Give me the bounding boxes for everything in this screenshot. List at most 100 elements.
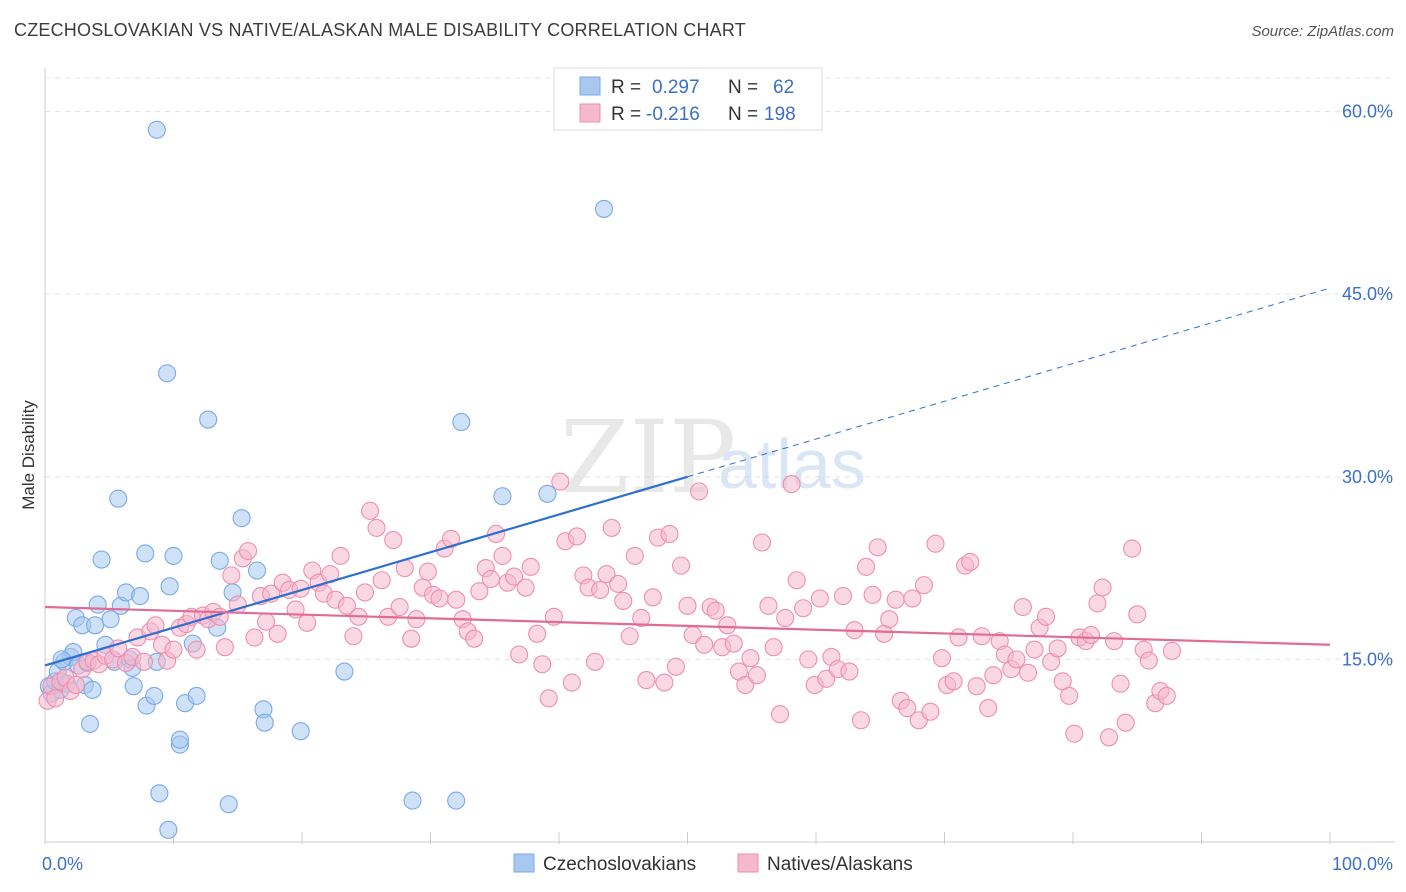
point-czechoslovakian: [52, 650, 71, 669]
point-native-alaskan: [539, 689, 558, 708]
legend-swatch-czechoslovakians: [513, 853, 535, 873]
legend-swatch-blue: [579, 76, 601, 96]
point-native-alaskan: [1123, 539, 1142, 558]
point-czechoslovakian: [232, 509, 251, 528]
point-native-alaskan: [355, 583, 375, 602]
point-native-alaskan: [516, 578, 535, 597]
point-czechoslovakian: [109, 489, 128, 508]
point-native-alaskan: [620, 627, 639, 646]
point-native-alaskan: [245, 628, 264, 647]
point-native-alaskan: [597, 565, 616, 584]
point-native-alaskan: [528, 624, 547, 643]
point-native-alaskan: [1088, 594, 1107, 613]
point-czechoslovakian: [150, 784, 169, 803]
point-native-alaskan: [187, 640, 206, 659]
point-native-alaskan: [1157, 686, 1176, 705]
point-native-alaskan: [799, 650, 818, 669]
y-tick-label: 45.0%: [1342, 284, 1393, 304]
y-tick-label: 60.0%: [1342, 102, 1393, 122]
point-native-alaskan: [1065, 724, 1084, 743]
point-native-alaskan: [921, 702, 940, 721]
point-czechoslovakian: [88, 595, 107, 614]
point-native-alaskan: [787, 571, 806, 590]
legend-r-value: 0.297: [652, 77, 700, 98]
point-native-alaskan: [979, 699, 998, 718]
point-native-alaskan: [833, 587, 853, 606]
trend-line-czechoslovakians: [44, 475, 688, 667]
point-czechoslovakian: [101, 610, 120, 629]
point-native-alaskan: [551, 472, 570, 491]
point-native-alaskan: [741, 649, 760, 668]
point-native-alaskan: [810, 589, 829, 608]
point-native-alaskan: [690, 482, 709, 501]
x-tick-label: 0.0%: [42, 854, 83, 874]
point-native-alaskan: [238, 541, 258, 561]
legend-n-value: 198: [764, 104, 796, 125]
legend-n-label: N =: [728, 77, 758, 98]
series-legend: Czechoslovakians Natives/Alaskans: [513, 853, 913, 875]
point-native-alaskan: [504, 567, 524, 586]
trend-line-extension: [687, 287, 1331, 478]
correlation-legend: R = 0.297 N = 62 R = -0.216 N = 198: [553, 67, 823, 131]
point-czechoslovakian: [86, 616, 105, 635]
legend-r-label: R =: [611, 77, 641, 98]
point-native-alaskan: [470, 582, 489, 601]
point-native-alaskan: [984, 666, 1003, 685]
point-czechoslovakian: [187, 686, 206, 705]
point-czechoslovakian: [538, 484, 557, 503]
point-czechoslovakian: [159, 820, 178, 839]
trend-lines: [44, 287, 1331, 667]
x-tick-label: 100.0%: [1332, 854, 1393, 874]
point-czechoslovakian: [452, 412, 471, 432]
point-czechoslovakian: [594, 199, 614, 218]
grid-lines: [45, 77, 1395, 660]
point-native-alaskan: [637, 671, 656, 690]
point-native-alaskan: [361, 501, 380, 520]
point-native-alaskan: [1007, 650, 1026, 669]
axes: [44, 68, 1395, 844]
point-czechoslovakian: [83, 680, 102, 699]
point-czechoslovakian: [210, 551, 229, 570]
data-points: [38, 120, 1181, 839]
point-native-alaskan: [609, 574, 628, 593]
point-native-alaskan: [840, 662, 859, 681]
point-native-alaskan: [164, 640, 183, 659]
point-native-alaskan: [944, 672, 963, 691]
point-native-alaskan: [521, 557, 540, 576]
chart-title: CZECHOSLOVAKIAN VS NATIVE/ALASKAN MALE D…: [14, 20, 746, 40]
legend-label-czechoslovakians: Czechoslovakians: [543, 854, 696, 875]
point-czechoslovakian: [136, 544, 155, 563]
point-native-alaskan: [632, 608, 651, 628]
point-czechoslovakian: [170, 730, 189, 749]
point-native-alaskan: [215, 638, 234, 657]
point-native-alaskan: [1060, 686, 1079, 705]
point-native-alaskan: [344, 627, 363, 646]
y-tick-label: 30.0%: [1342, 467, 1393, 487]
point-czechoslovakian: [291, 722, 310, 741]
legend-swatch-natives: [737, 853, 759, 873]
point-native-alaskan: [949, 628, 968, 647]
point-native-alaskan: [384, 531, 403, 550]
y-tick-labels: 15.0% 30.0% 45.0% 60.0%: [1342, 102, 1393, 670]
point-native-alaskan: [724, 634, 743, 653]
point-native-alaskan: [903, 589, 922, 608]
point-czechoslovakian: [247, 561, 267, 580]
point-native-alaskan: [736, 675, 755, 694]
point-native-alaskan: [1116, 713, 1135, 732]
point-native-alaskan: [493, 546, 512, 565]
point-native-alaskan: [868, 538, 887, 557]
point-native-alaskan: [898, 699, 917, 718]
point-native-alaskan: [562, 673, 581, 692]
point-native-alaskan: [465, 629, 484, 648]
trend-line-natives: [44, 605, 1331, 646]
point-native-alaskan: [655, 673, 674, 692]
point-native-alaskan: [718, 616, 737, 635]
legend-label-natives: Natives/Alaskans: [767, 854, 913, 875]
point-native-alaskan: [932, 649, 951, 668]
point-czechoslovakian: [219, 795, 238, 814]
point-native-alaskan: [1048, 639, 1067, 658]
x-tick-labels: 0.0% 100.0%: [42, 854, 1393, 874]
point-native-alaskan: [298, 613, 317, 632]
point-native-alaskan: [1139, 651, 1158, 670]
